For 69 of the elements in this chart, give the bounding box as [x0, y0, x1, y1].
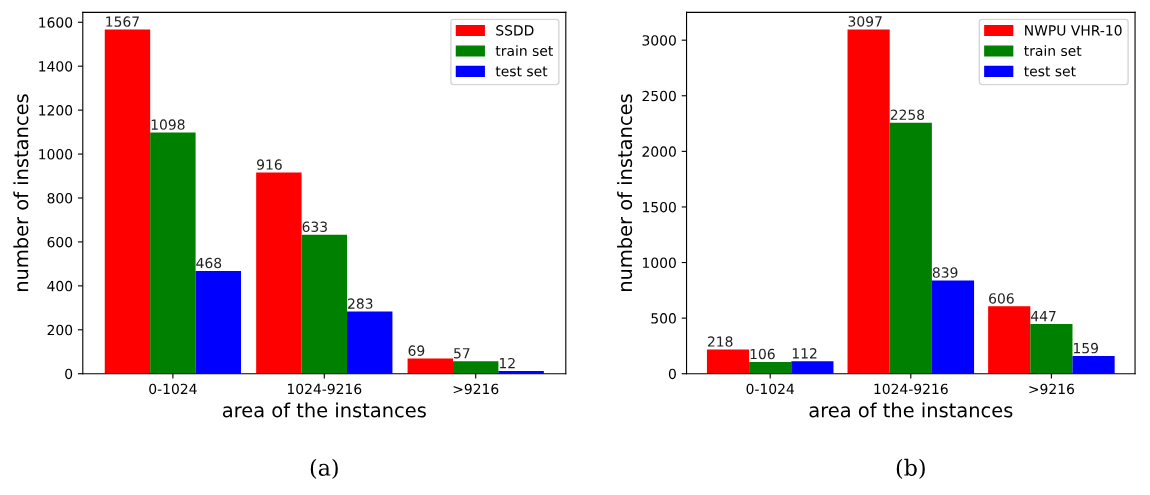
y-tick-label: 400 [47, 280, 73, 292]
data-label: 839 [932, 267, 958, 278]
y-tick-label: 1200 [39, 105, 73, 116]
bar [453, 361, 499, 374]
bar [104, 29, 151, 374]
x-tick-label: >9216 [1029, 383, 1075, 395]
y-tick-label: 800 [47, 192, 73, 204]
y-tick-label: 3000 [642, 35, 676, 46]
y-tick-label: 0 [65, 368, 73, 380]
data-label: 112 [792, 348, 817, 359]
x-axis-title: area of the instances [222, 402, 426, 418]
bar [889, 122, 932, 374]
bar [301, 234, 348, 374]
bar [1072, 356, 1115, 374]
data-label: 447 [1030, 311, 1056, 322]
legend-label: test set [1024, 66, 1076, 77]
data-label: 606 [989, 293, 1014, 304]
data-label: 1098 [151, 119, 185, 130]
bar [195, 270, 242, 374]
y-tick-label: 1500 [643, 201, 676, 213]
bar [1030, 324, 1073, 374]
bar [931, 280, 975, 374]
bar [407, 358, 453, 374]
bar [256, 172, 302, 374]
data-label: 3097 [848, 16, 882, 27]
data-label: 468 [196, 257, 222, 269]
bar [847, 29, 890, 374]
y-tick-label: 200 [47, 324, 73, 336]
legend-label: train set [495, 45, 553, 57]
x-tick-label: 0-1024 [149, 383, 197, 395]
y-tick-label: 1000 [39, 149, 73, 160]
bar [347, 311, 393, 374]
data-label: 1567 [106, 16, 139, 27]
data-label: 633 [302, 221, 327, 232]
data-label: 12 [499, 357, 515, 369]
x-tick-label: 1024-9216 [287, 383, 362, 395]
y-axis-title: number of instances [13, 94, 29, 292]
bar [749, 361, 792, 374]
text: (b) [896, 458, 925, 480]
bar [150, 132, 196, 374]
bar [791, 361, 834, 374]
data-label: 57 [454, 348, 470, 359]
legend-label: SSDD [496, 25, 534, 36]
data-label: 106 [750, 348, 775, 360]
y-tick-label: 2500 [642, 90, 676, 102]
y-tick-label: 1400 [39, 61, 73, 72]
bar [988, 306, 1031, 374]
y-tick-label: 1000 [643, 257, 676, 269]
data-label: 2258 [890, 109, 925, 120]
data-label: 69 [408, 345, 425, 356]
x-axis-title: area of the instances [809, 402, 1013, 418]
y-axis-title: number of instances [617, 94, 633, 292]
x-tick-label: >9216 [453, 383, 499, 395]
y-tick-label: 600 [47, 236, 73, 248]
legend-label: test set [495, 66, 548, 77]
data-label: 159 [1074, 342, 1099, 354]
legend-label: train set [1024, 45, 1082, 57]
y-tick-label: 1600 [39, 17, 73, 28]
bar [706, 349, 750, 374]
text: (a) [310, 458, 338, 480]
data-label: 916 [257, 159, 282, 170]
legend-label: NWPU VHR-10 [1025, 25, 1122, 36]
y-tick-label: 500 [651, 313, 676, 324]
y-tick-label: 2000 [642, 146, 676, 157]
y-tick-label: 0 [668, 368, 676, 380]
x-tick-label: 0-1024 [746, 383, 795, 395]
x-tick-label: 1024-9216 [874, 383, 948, 395]
data-label: 218 [707, 336, 733, 347]
data-label: 283 [348, 298, 373, 309]
